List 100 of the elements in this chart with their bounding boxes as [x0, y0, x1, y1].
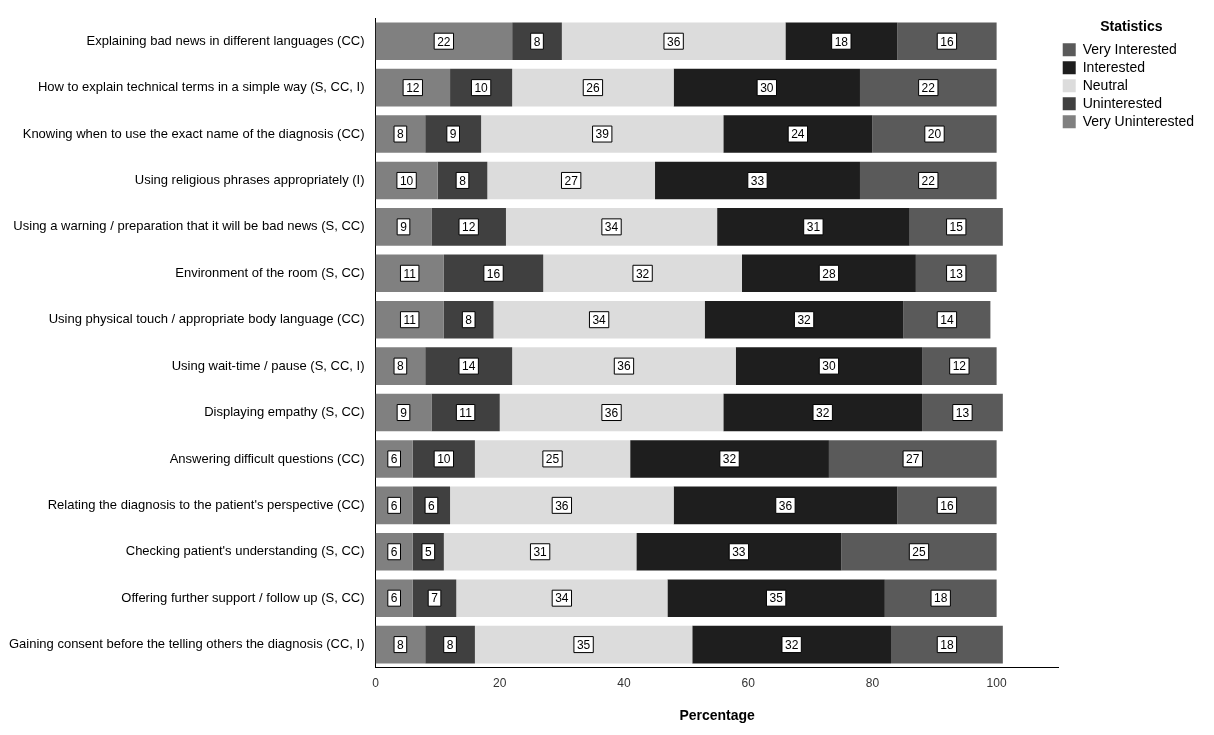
data-label: 8	[459, 173, 467, 188]
data-label: 25	[912, 545, 926, 560]
bar	[375, 254, 444, 293]
legend-title: Statistics	[1100, 17, 1163, 34]
bar	[512, 68, 674, 107]
data-label: 33	[750, 173, 765, 188]
bar	[425, 347, 513, 385]
data-label: 34	[604, 220, 619, 235]
data-label: 16	[940, 34, 954, 49]
data-label: 32	[635, 266, 650, 281]
data-label: 28	[822, 266, 836, 281]
y-tick-label: Relating the diagnosis to the patient's perspective (CC)	[47, 496, 365, 512]
bar	[884, 579, 997, 617]
data-label: 32	[722, 452, 737, 467]
data-label: 31	[806, 220, 821, 235]
bar	[903, 300, 991, 339]
bar	[474, 440, 631, 478]
bar	[859, 161, 997, 200]
data-label: 16	[486, 266, 501, 281]
data-label: 18	[934, 591, 948, 606]
y-tick-label: Answering difficult questions (CC)	[169, 450, 365, 466]
data-label: 34	[592, 313, 607, 328]
bar	[897, 486, 997, 525]
bar	[723, 115, 873, 153]
data-label: 36	[778, 498, 793, 513]
bar	[828, 440, 997, 478]
bar	[443, 532, 637, 571]
data-label: 36	[555, 498, 569, 513]
data-label: 35	[769, 591, 784, 606]
x-tick-label: 80	[865, 676, 880, 691]
bar	[841, 532, 997, 571]
data-label: 22	[921, 173, 936, 188]
y-tick-label: Environment of the room (S, CC)	[175, 264, 365, 280]
data-label: 6	[390, 545, 398, 560]
bar	[512, 347, 736, 385]
data-label: 25	[545, 452, 560, 467]
x-tick-label: 0	[372, 676, 380, 691]
bar	[425, 625, 475, 664]
bar	[443, 254, 544, 293]
y-tick-label: Offering further support / follow up (S, CC)	[121, 589, 365, 605]
bar	[723, 393, 923, 432]
data-label: 8	[533, 34, 541, 49]
data-label: 10	[474, 80, 489, 95]
bar	[741, 254, 916, 293]
y-tick-label: How to explain technical terms in a simple way (S, CC, I)	[37, 79, 365, 95]
data-label: 8	[397, 637, 405, 652]
data-label: 11	[459, 405, 473, 420]
bar	[673, 68, 860, 107]
bar	[785, 22, 898, 61]
data-label: 10	[399, 173, 414, 188]
bar	[673, 486, 898, 525]
bar	[375, 393, 432, 432]
data-label: 36	[666, 34, 681, 49]
bar	[891, 625, 1003, 664]
y-tick-label: Displaying empathy (S, CC)	[204, 404, 365, 420]
data-label: 16	[940, 498, 954, 513]
data-label: 32	[797, 313, 812, 328]
data-label: 12	[462, 220, 476, 235]
x-axis-title: Percentage	[679, 707, 756, 724]
x-tick-label: 40	[617, 676, 631, 691]
data-label: 14	[940, 313, 954, 328]
data-label: 39	[595, 127, 610, 142]
data-label: 33	[732, 545, 746, 560]
legend-label: Very Uninterested	[1082, 112, 1195, 129]
data-label: 15	[949, 220, 964, 235]
bar	[431, 208, 506, 246]
data-label: 8	[397, 359, 405, 374]
data-label: 9	[400, 405, 408, 420]
bar	[431, 393, 500, 432]
data-label: 8	[397, 127, 405, 142]
bar	[543, 254, 742, 293]
data-label: 12	[952, 359, 967, 374]
x-tick-label: 60	[741, 676, 756, 691]
bar	[456, 579, 668, 617]
data-label: 6	[390, 452, 398, 467]
bar	[630, 440, 829, 478]
data-label: 36	[617, 359, 631, 374]
bar	[375, 22, 513, 61]
bar	[735, 347, 923, 385]
data-label: 13	[955, 405, 970, 420]
data-label: 27	[564, 173, 579, 188]
data-label: 20	[927, 127, 942, 142]
y-tick-label: Checking patient's understanding (S, CC)	[125, 543, 365, 559]
legend-label: Neutral	[1082, 76, 1128, 93]
legend-label: Uninterested	[1082, 94, 1163, 111]
data-label: 11	[403, 266, 417, 281]
bar	[487, 161, 656, 200]
bar	[375, 347, 426, 385]
bar	[655, 161, 860, 200]
bar	[474, 625, 693, 664]
bar	[561, 22, 786, 61]
bar	[909, 208, 1003, 246]
data-label: 32	[816, 405, 830, 420]
legend-label: Very Interested	[1082, 40, 1177, 57]
bar	[375, 115, 426, 153]
data-label: 22	[921, 80, 936, 95]
bar	[375, 208, 432, 246]
data-label: 8	[446, 637, 454, 652]
y-tick-label: Using religious phrases appropriately (I)	[134, 172, 365, 188]
y-tick-label: Knowing when to use the exact name of the diagnosis (CC)	[22, 125, 365, 141]
